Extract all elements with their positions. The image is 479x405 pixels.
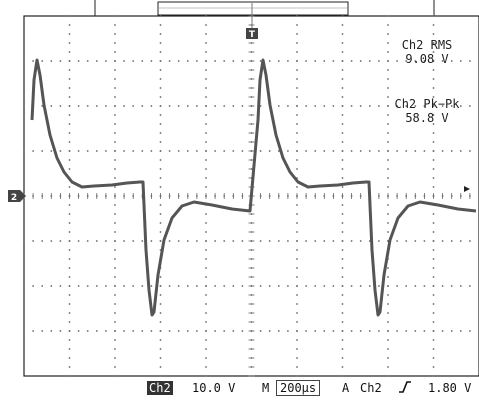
pkpk-measurement: Ch2 Pk−Pk 58.8 V	[384, 97, 470, 125]
record-length-bar	[94, 0, 435, 16]
rms-measurement: Ch2 RMS 9.08 V	[392, 38, 462, 66]
trigger-channel: Ch2	[360, 381, 382, 395]
volts-per-div: 10.0 V	[192, 381, 236, 395]
rms-label: Ch2 RMS	[401, 38, 453, 52]
pkpk-label: Ch2 Pk−Pk	[394, 97, 460, 111]
waveform-trace	[30, 58, 477, 317]
mode-indicator: M	[262, 381, 270, 395]
status-bar: Ch2 10.0 V M 200µs A Ch2 1.80 V	[0, 377, 479, 399]
channel-2-ground-marker: 2	[8, 190, 26, 203]
svg-text:T: T	[249, 30, 256, 40]
trigger-position-marker: T	[246, 3, 258, 40]
trigger-level-arrow	[464, 186, 470, 192]
rms-value: 9.08 V	[405, 52, 449, 66]
svg-text:2: 2	[11, 193, 17, 203]
time-per-div: 200µs	[276, 380, 321, 396]
pkpk-value: 58.8 V	[405, 111, 449, 125]
trigger-level: 1.80 V	[428, 381, 472, 395]
channel-indicator: Ch2	[147, 381, 173, 395]
trigger-mode: A	[342, 381, 350, 395]
rising-edge-icon	[398, 380, 412, 397]
graticule-grid	[23, 15, 471, 377]
